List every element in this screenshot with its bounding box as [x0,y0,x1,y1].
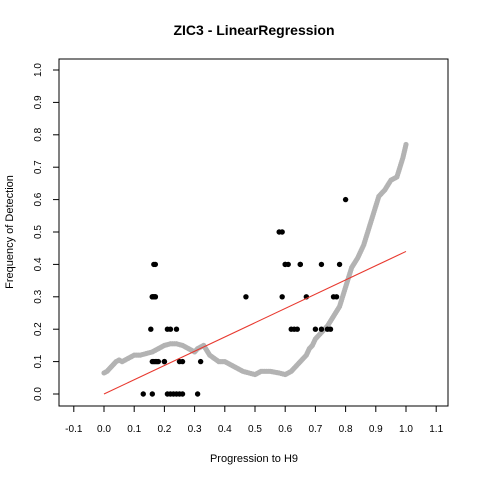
chart-title: ZIC3 - LinearRegression [173,22,334,38]
data-point [148,326,154,332]
y-tick-label: 1.0 [33,63,44,77]
x-axis-label: Progression to H9 [210,453,298,465]
data-point [173,326,180,332]
data-point [294,326,300,332]
y-tick-label: 0.1 [33,354,44,368]
x-axis: -0.1 0.0 0.1 0.2 0.3 0.4 0.5 0.6 0.7 0.8 0.9 1.0 1.1 [65,406,444,435]
x-tick-label: -0.1 [65,424,83,435]
fit-line [103,250,407,395]
y-axis-label: Frequency of Detection [4,175,16,289]
data-point [152,261,159,268]
x-tick-label: 1.1 [429,424,443,435]
x-tick-label: 0.9 [369,424,383,435]
x-tick-label: 0.7 [308,424,322,435]
data-point [179,358,186,365]
y-tick-label: 0.6 [33,192,44,206]
y-axis: 0.0 0.1 0.2 0.3 0.4 0.5 0.6 0.7 0.8 0.9 1.0 [33,63,59,401]
x-tick-label: 0.6 [278,424,292,435]
data-point [152,358,159,365]
x-tick-label: 0.8 [339,424,353,435]
scatter-points [140,196,349,397]
data-point [312,326,319,332]
data-point [243,294,249,300]
x-tick-label: 0.1 [127,424,141,435]
x-tick-label: 0.5 [248,424,262,435]
x-tick-label: 1.0 [399,424,413,435]
y-tick-label: 0.3 [33,289,44,303]
data-point [333,294,340,300]
data-point [194,391,201,397]
regression-line [103,250,407,395]
y-tick-label: 0.0 [33,387,44,401]
x-tick-label: 0.4 [218,424,232,435]
data-point [197,358,204,365]
data-point [336,261,343,268]
data-point [152,294,159,300]
data-point [318,261,325,268]
y-tick-label: 0.2 [33,322,44,336]
data-point [140,391,146,397]
x-tick-label: 0.0 [97,424,111,435]
x-tick-label: 0.2 [157,424,171,435]
data-point [161,358,168,365]
data-point [149,391,156,397]
data-point [342,196,349,203]
data-point [285,261,291,268]
smooth-curve [101,141,409,378]
data-point [318,326,325,332]
y-tick-label: 0.4 [33,257,44,271]
plot-frame [58,58,449,407]
data-point [279,229,285,235]
y-tick-label: 0.8 [33,127,44,141]
x-tick-label: 0.3 [188,424,202,435]
smooth-point [403,141,409,148]
data-point [297,261,303,268]
y-tick-label: 0.9 [33,95,44,109]
data-point [167,326,174,332]
data-point [327,326,334,332]
y-tick-label: 0.7 [33,160,44,174]
y-tick-label: 0.5 [33,225,44,239]
data-point [179,391,186,397]
data-point [279,294,285,300]
